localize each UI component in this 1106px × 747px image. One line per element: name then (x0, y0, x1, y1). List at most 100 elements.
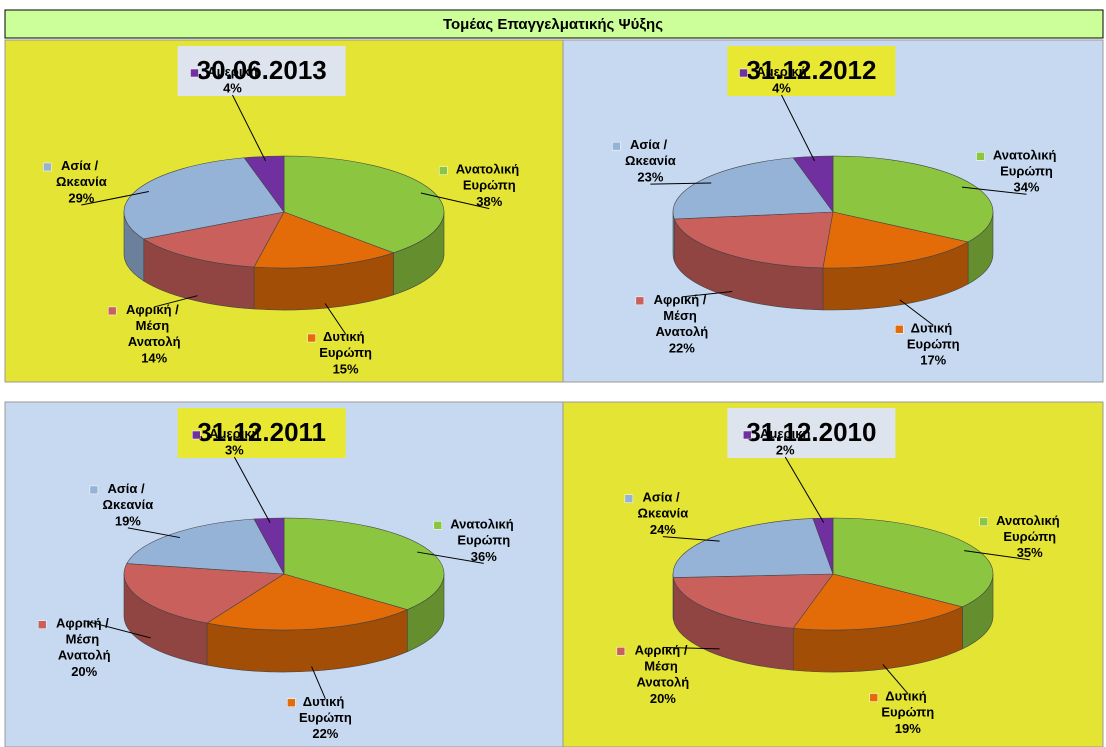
leader-line (784, 456, 825, 523)
leader-line (681, 291, 733, 298)
leader-line (899, 299, 934, 326)
pie-slice (253, 211, 395, 269)
leader-line (882, 664, 909, 694)
value-label: 23% (637, 170, 663, 185)
category-label: Ασία / Ωκεανία (638, 490, 689, 521)
value-label: 4% (772, 80, 791, 95)
value-label: 34% (1013, 180, 1039, 195)
category-label: Ασία / Ωκεανία (56, 158, 107, 189)
category-label: Ανατολική Ευρώπη (450, 517, 517, 548)
leader-line (233, 456, 271, 523)
leader-line (127, 527, 181, 539)
pie-slice (792, 573, 964, 631)
pie-slice (253, 517, 285, 575)
leader-line (662, 646, 720, 650)
leader-line (324, 303, 347, 335)
value-label: 24% (650, 522, 676, 537)
legend-marker (869, 693, 879, 702)
value-label: 20% (71, 664, 97, 679)
pie-slice (672, 573, 834, 629)
leader-line (417, 551, 484, 564)
chart-title: 31.12.2012 (746, 55, 876, 85)
chart-title-box (727, 408, 896, 458)
legend-marker (616, 647, 626, 656)
chart-title: 31.12.2010 (746, 417, 876, 447)
pie-slice (126, 518, 285, 575)
leader-line (311, 666, 326, 699)
leader-line (420, 192, 490, 210)
leader-line (961, 186, 1027, 195)
leader-line (81, 191, 150, 206)
chart-title-box (177, 46, 346, 96)
legend-marker (43, 162, 52, 172)
category-label: Αμερική (207, 64, 257, 79)
pie-slice (123, 563, 285, 624)
value-label: 38% (476, 194, 502, 209)
legend-marker (192, 430, 201, 440)
category-label: Ασία / Ωκεανία (103, 481, 154, 512)
pie-slice (672, 157, 834, 220)
legend-marker (307, 333, 316, 343)
leader-line (84, 620, 151, 639)
category-label: Ανατολική Ευρώπη (993, 148, 1060, 179)
pie-slice (812, 517, 834, 575)
legend-marker (287, 698, 296, 708)
value-label: 35% (1017, 545, 1043, 560)
category-label: Δυτική Ευρώπη (881, 689, 934, 720)
category-label: Αμερική (756, 64, 806, 79)
page-title: Τομέας Επαγγελματικής Ψύξης (443, 16, 663, 33)
legend-marker (894, 325, 904, 334)
category-label: Αφρική / Μέση Ανατολή (56, 616, 112, 663)
leader-line (154, 295, 198, 308)
pie-slice (672, 518, 834, 578)
value-label: 22% (312, 726, 338, 741)
chart-title: 31.12.2011 (197, 417, 326, 447)
chart-title-box (177, 408, 346, 458)
pie-slice (243, 155, 285, 213)
leader-line (781, 94, 815, 162)
category-label: Δυτική Ευρώπη (907, 321, 960, 352)
category-label: Ασία / Ωκεανία (625, 138, 676, 169)
category-label: Ανατολική Ευρώπη (456, 162, 523, 193)
pie-slice (673, 211, 834, 269)
leader-line (662, 536, 720, 542)
pie-slice (283, 155, 445, 254)
legend-marker (976, 152, 985, 161)
value-label: 19% (115, 513, 141, 528)
pie-slice (123, 157, 285, 240)
pie-slice (822, 211, 969, 269)
value-label: 20% (650, 691, 676, 706)
chart-title: 30.06.2013 (197, 55, 327, 85)
legend-marker (739, 68, 748, 78)
category-label: Αφρική / Μέση Ανατολή (654, 292, 710, 339)
value-label: 17% (920, 353, 946, 368)
value-label: 4% (223, 80, 242, 95)
category-label: Δυτική Ευρώπη (319, 329, 372, 360)
legend-marker (89, 485, 99, 495)
pie-slice (206, 573, 409, 631)
chart-title-box (727, 46, 896, 96)
legend-marker (624, 494, 634, 503)
pie-slice (142, 211, 285, 268)
legend-marker (979, 517, 988, 527)
leader-line (964, 550, 1030, 561)
category-label: Αμερική (209, 426, 259, 441)
value-label: 14% (141, 350, 167, 365)
category-label: Ανατολική Ευρώπη (996, 513, 1063, 544)
value-label: 19% (895, 721, 921, 736)
category-label: Αφρική / Μέση Ανατολή (635, 643, 691, 690)
legend-marker (190, 68, 199, 78)
title-bar (4, 9, 1104, 39)
category-label: Αμερική (760, 426, 810, 441)
value-label: 15% (333, 361, 359, 376)
legend-marker (742, 430, 752, 440)
legend-marker (433, 521, 443, 530)
value-label: 2% (776, 442, 795, 457)
category-label: Αφρική / Μέση Ανατολή (126, 302, 182, 349)
legend-marker (37, 620, 47, 629)
value-label: 36% (471, 549, 497, 564)
pie-slice (792, 155, 834, 213)
leader-line (650, 182, 712, 185)
legend-marker (107, 306, 117, 316)
